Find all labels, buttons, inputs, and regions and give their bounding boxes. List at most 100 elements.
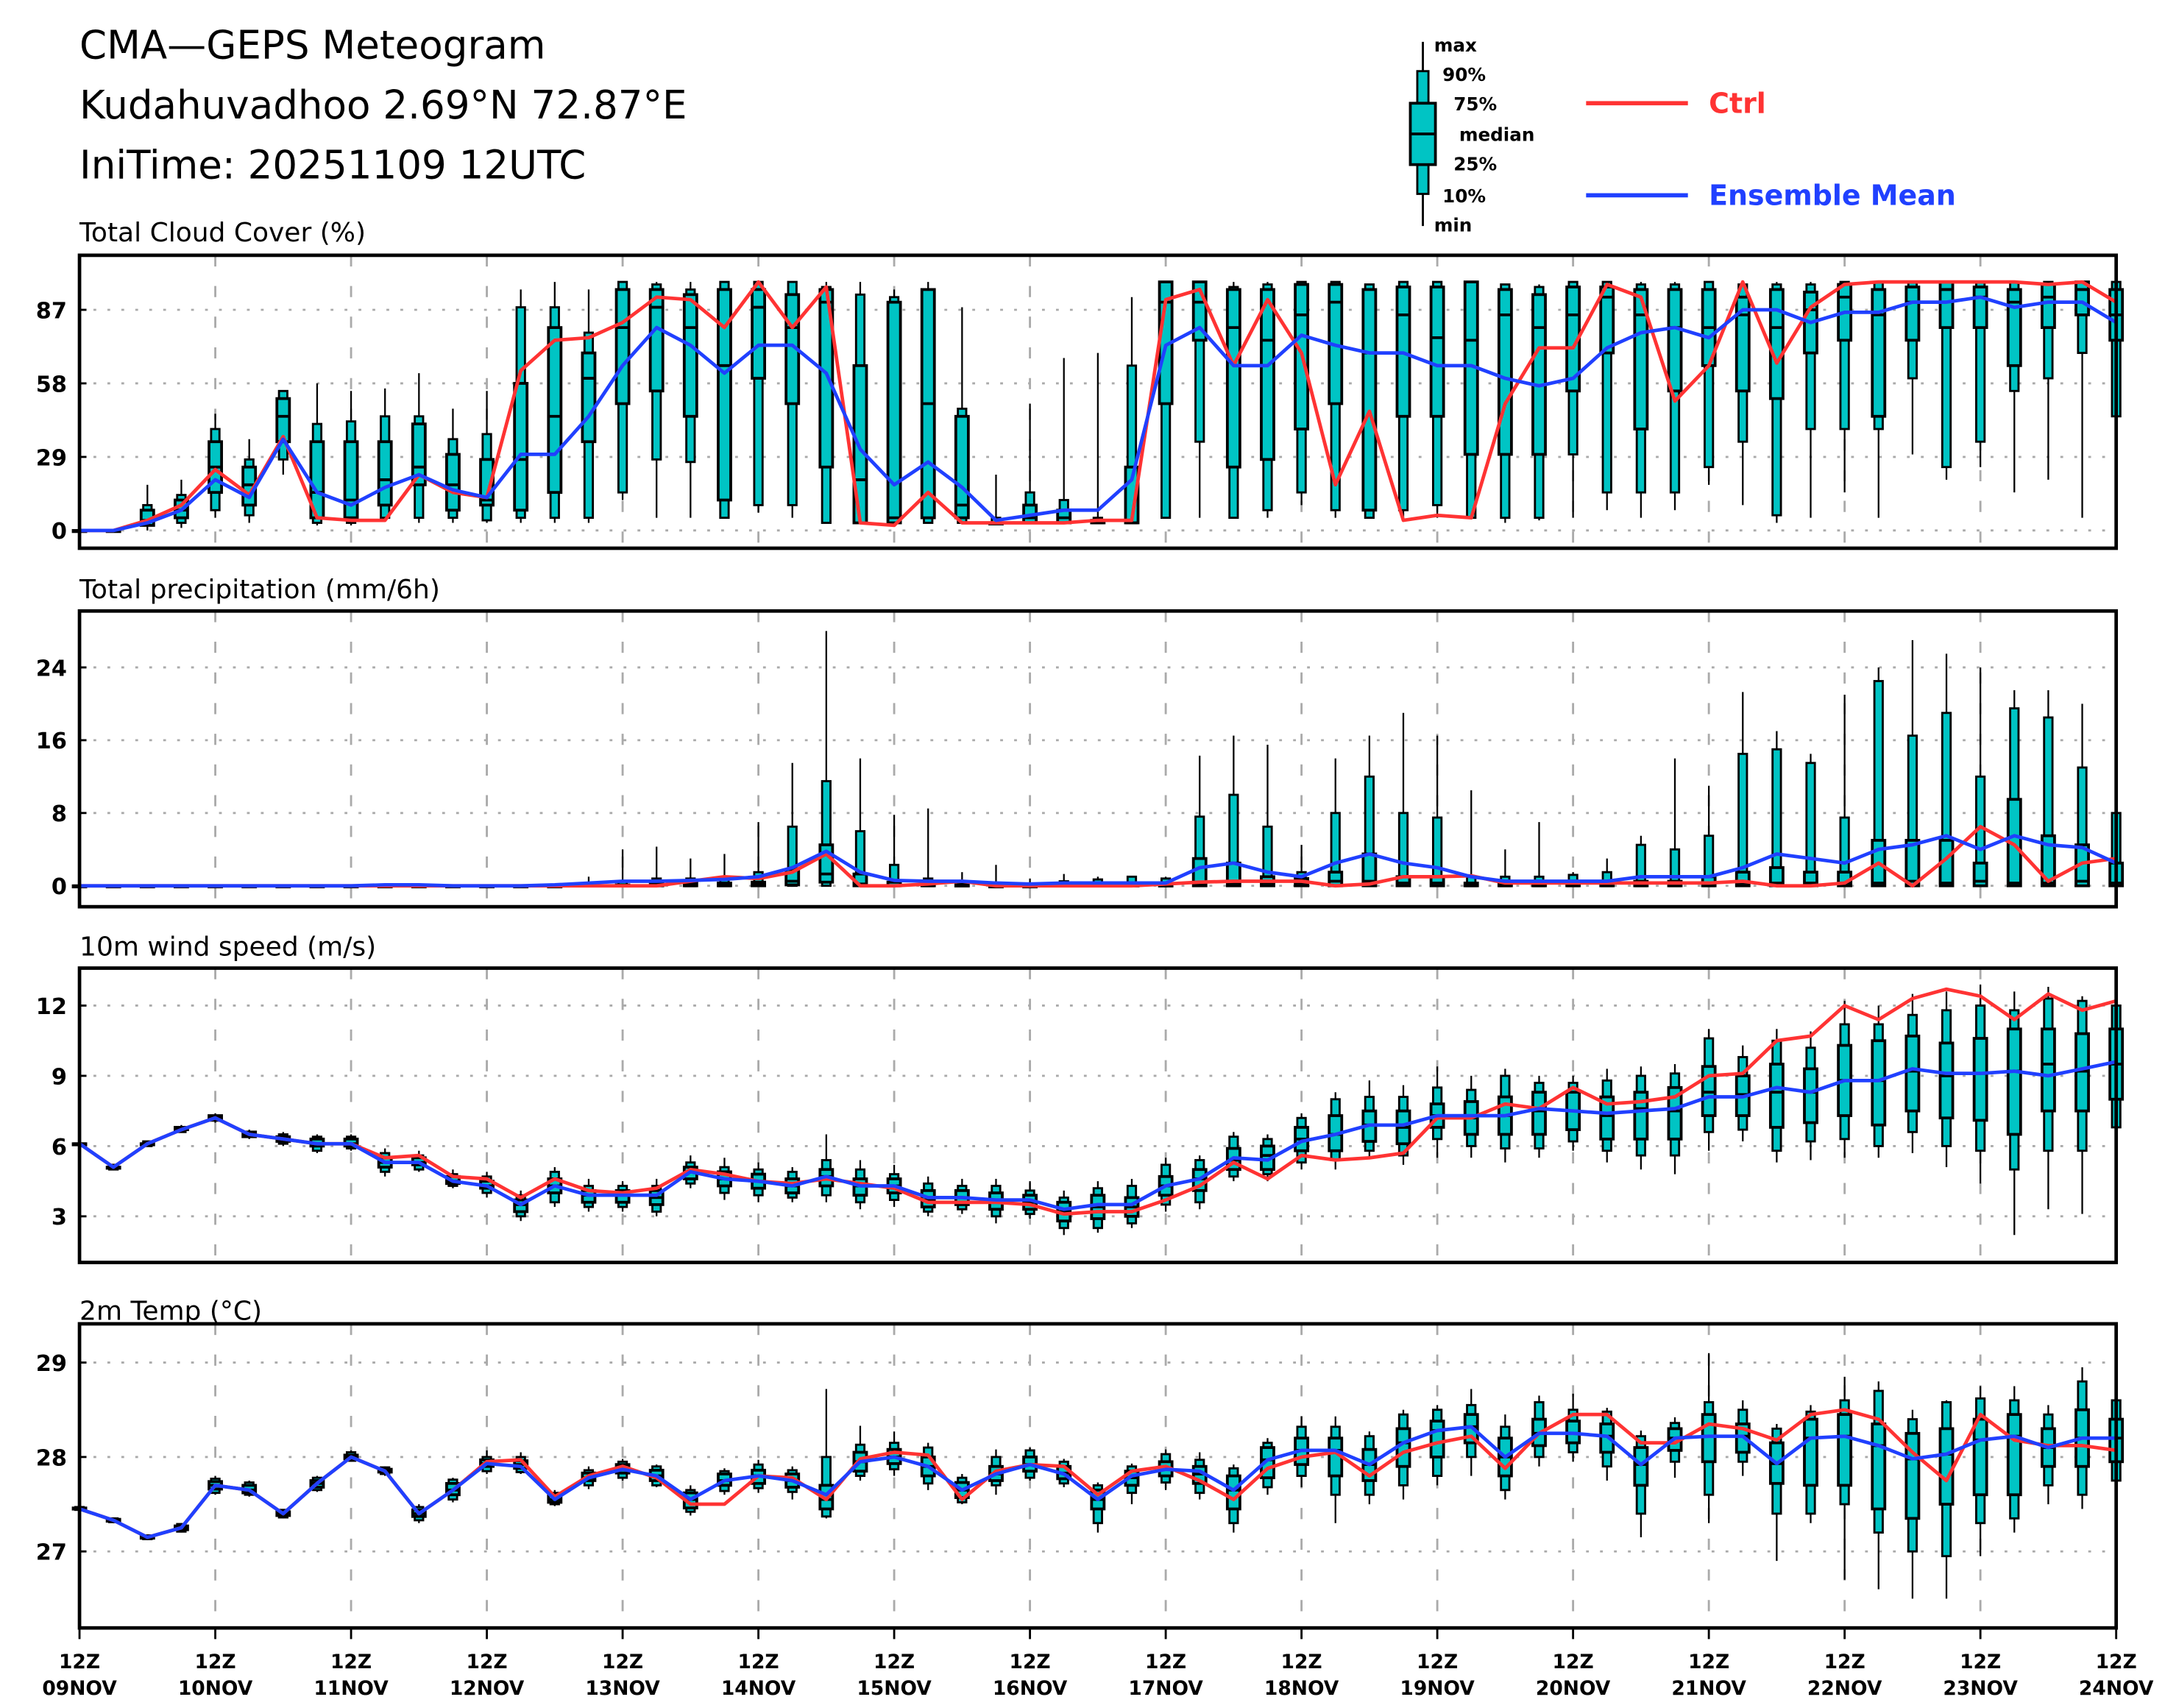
panel-frame xyxy=(77,966,2119,1264)
box-whisker xyxy=(1191,755,1208,887)
x-tick-date: 18NOV xyxy=(1264,1677,1339,1700)
x-tick-date: 09NOV xyxy=(42,1677,117,1700)
box-p25-p75 xyxy=(1803,1417,1818,1487)
box-p25-p75 xyxy=(1871,1422,1887,1511)
box-p25-p75 xyxy=(954,414,970,520)
box-p25-p75 xyxy=(377,440,393,507)
box-p25-p75 xyxy=(648,288,665,393)
box-p25-p75 xyxy=(445,453,461,512)
panel-frame xyxy=(77,609,2119,909)
legend-label-min: min xyxy=(1434,215,1473,236)
box-whisker xyxy=(1938,991,1955,1168)
box-whisker xyxy=(1361,735,1378,887)
x-tick-date: 13NOV xyxy=(585,1677,660,1700)
box-whisker xyxy=(1972,280,1988,467)
box-whisker xyxy=(648,282,665,518)
box-p25-p75 xyxy=(1768,1063,1785,1129)
x-tick-date: 16NOV xyxy=(993,1677,1068,1700)
box-whisker xyxy=(1294,280,1310,506)
y-tick-label: 29 xyxy=(36,445,67,471)
box-p25-p75 xyxy=(1225,288,1241,469)
panel-title: 10m wind speed (m/s) xyxy=(79,932,376,963)
legend-label-p10: 10% xyxy=(1442,185,1486,207)
box-whisker xyxy=(784,280,801,518)
box-p25-p75 xyxy=(1904,1034,1921,1113)
box-whisker xyxy=(1260,282,1275,518)
box-p25-p75 xyxy=(1768,288,1785,400)
box-whisker xyxy=(1395,280,1411,518)
panel-frame xyxy=(77,253,2119,550)
x-tick-hour: 12Z xyxy=(467,1651,508,1673)
x-tick-hour: 12Z xyxy=(602,1651,643,1673)
box-whisker xyxy=(1735,1045,1751,1142)
box-whisker xyxy=(1531,1075,1547,1158)
x-tick-hour: 12Z xyxy=(1145,1651,1186,1673)
box-p10-p90 xyxy=(1839,280,1850,430)
x-axis-labels: 12Z 09NOV 12Z 10NOV 12Z 11NOV 12Z 12NOV 12Z 13NOV… xyxy=(42,1628,2154,1700)
x-tick-date: 22NOV xyxy=(1807,1677,1882,1700)
box-whisker xyxy=(1191,1452,1208,1500)
y-tick-label: 6 xyxy=(52,1135,67,1160)
ensemble-mean-series-line xyxy=(78,1060,2117,1211)
box-p10-p90 xyxy=(1805,283,1816,430)
ctrl-series-line xyxy=(78,987,2117,1216)
box-p25-p75 xyxy=(1938,1427,1955,1506)
box-whisker xyxy=(445,408,461,523)
box-p25-p75 xyxy=(1837,1413,1853,1487)
box-whisker xyxy=(1803,1405,1818,1523)
ensemble-mean-series-line xyxy=(79,834,2117,888)
box-whisker xyxy=(1701,280,1717,485)
box-p25-p75 xyxy=(581,351,597,444)
legend-mean-label: Ensemble Mean xyxy=(1709,180,1956,212)
box-whisker xyxy=(1429,280,1445,518)
box-p10-p90 xyxy=(1397,812,1409,887)
y-tick-label: 27 xyxy=(36,1540,67,1566)
box-p25-p75 xyxy=(1225,1474,1241,1511)
box-p10-p90 xyxy=(1704,280,1715,469)
box-p25-p75 xyxy=(411,422,427,486)
legend-label-p90: 90% xyxy=(1442,64,1486,85)
box-whisker xyxy=(2074,704,2090,887)
box-p25-p75 xyxy=(1599,1095,1615,1141)
box-whisker xyxy=(1633,1066,1649,1170)
box-p25-p75 xyxy=(1429,286,1445,418)
x-tick-hour: 12Z xyxy=(1824,1651,1865,1673)
box-p25-p75 xyxy=(717,288,732,502)
box-whisker xyxy=(1667,1064,1683,1174)
x-tick-hour: 12Z xyxy=(1553,1651,1594,1673)
box-whisker xyxy=(1938,653,1955,887)
box-p25-p75 xyxy=(1972,286,1988,330)
box-p25-p75 xyxy=(513,382,529,512)
box-p25-p75 xyxy=(751,288,767,380)
x-tick-hour: 12Z xyxy=(194,1651,235,1673)
box-p25-p75 xyxy=(1972,1037,1988,1122)
box-p25-p75 xyxy=(1633,288,1649,430)
box-whisker xyxy=(614,280,631,500)
box-p25-p75 xyxy=(2040,834,2056,887)
box-whisker xyxy=(1599,1069,1615,1163)
box-whisker xyxy=(1803,754,1818,887)
box-p25-p75 xyxy=(547,326,563,495)
box-whisker xyxy=(309,383,325,525)
x-tick-hour: 12Z xyxy=(874,1651,915,1673)
box-whisker xyxy=(682,282,698,518)
box-whisker xyxy=(1972,984,1988,1184)
x-tick-hour: 12Z xyxy=(59,1651,100,1673)
box-whisker xyxy=(1463,280,1479,520)
x-tick-date: 17NOV xyxy=(1128,1677,1203,1700)
box-whisker xyxy=(1225,282,1241,520)
chart-title: CMA—GEPS Meteogram xyxy=(79,23,545,68)
box-p25-p75 xyxy=(1803,1067,1818,1124)
box-whisker xyxy=(1938,280,1955,480)
x-tick-date: 15NOV xyxy=(857,1677,932,1700)
y-tick-label: 0 xyxy=(52,874,67,900)
box-p25-p75 xyxy=(682,293,698,418)
box-whisker xyxy=(1090,1181,1106,1233)
legend-label-max: max xyxy=(1434,35,1477,56)
box-whisker xyxy=(1395,712,1411,887)
box-whisker xyxy=(920,282,936,524)
box-whisker xyxy=(1124,297,1140,525)
box-p25-p75 xyxy=(2074,280,2090,316)
box-p25-p75 xyxy=(1972,1417,1988,1497)
x-tick-hour: 12Z xyxy=(738,1651,779,1673)
